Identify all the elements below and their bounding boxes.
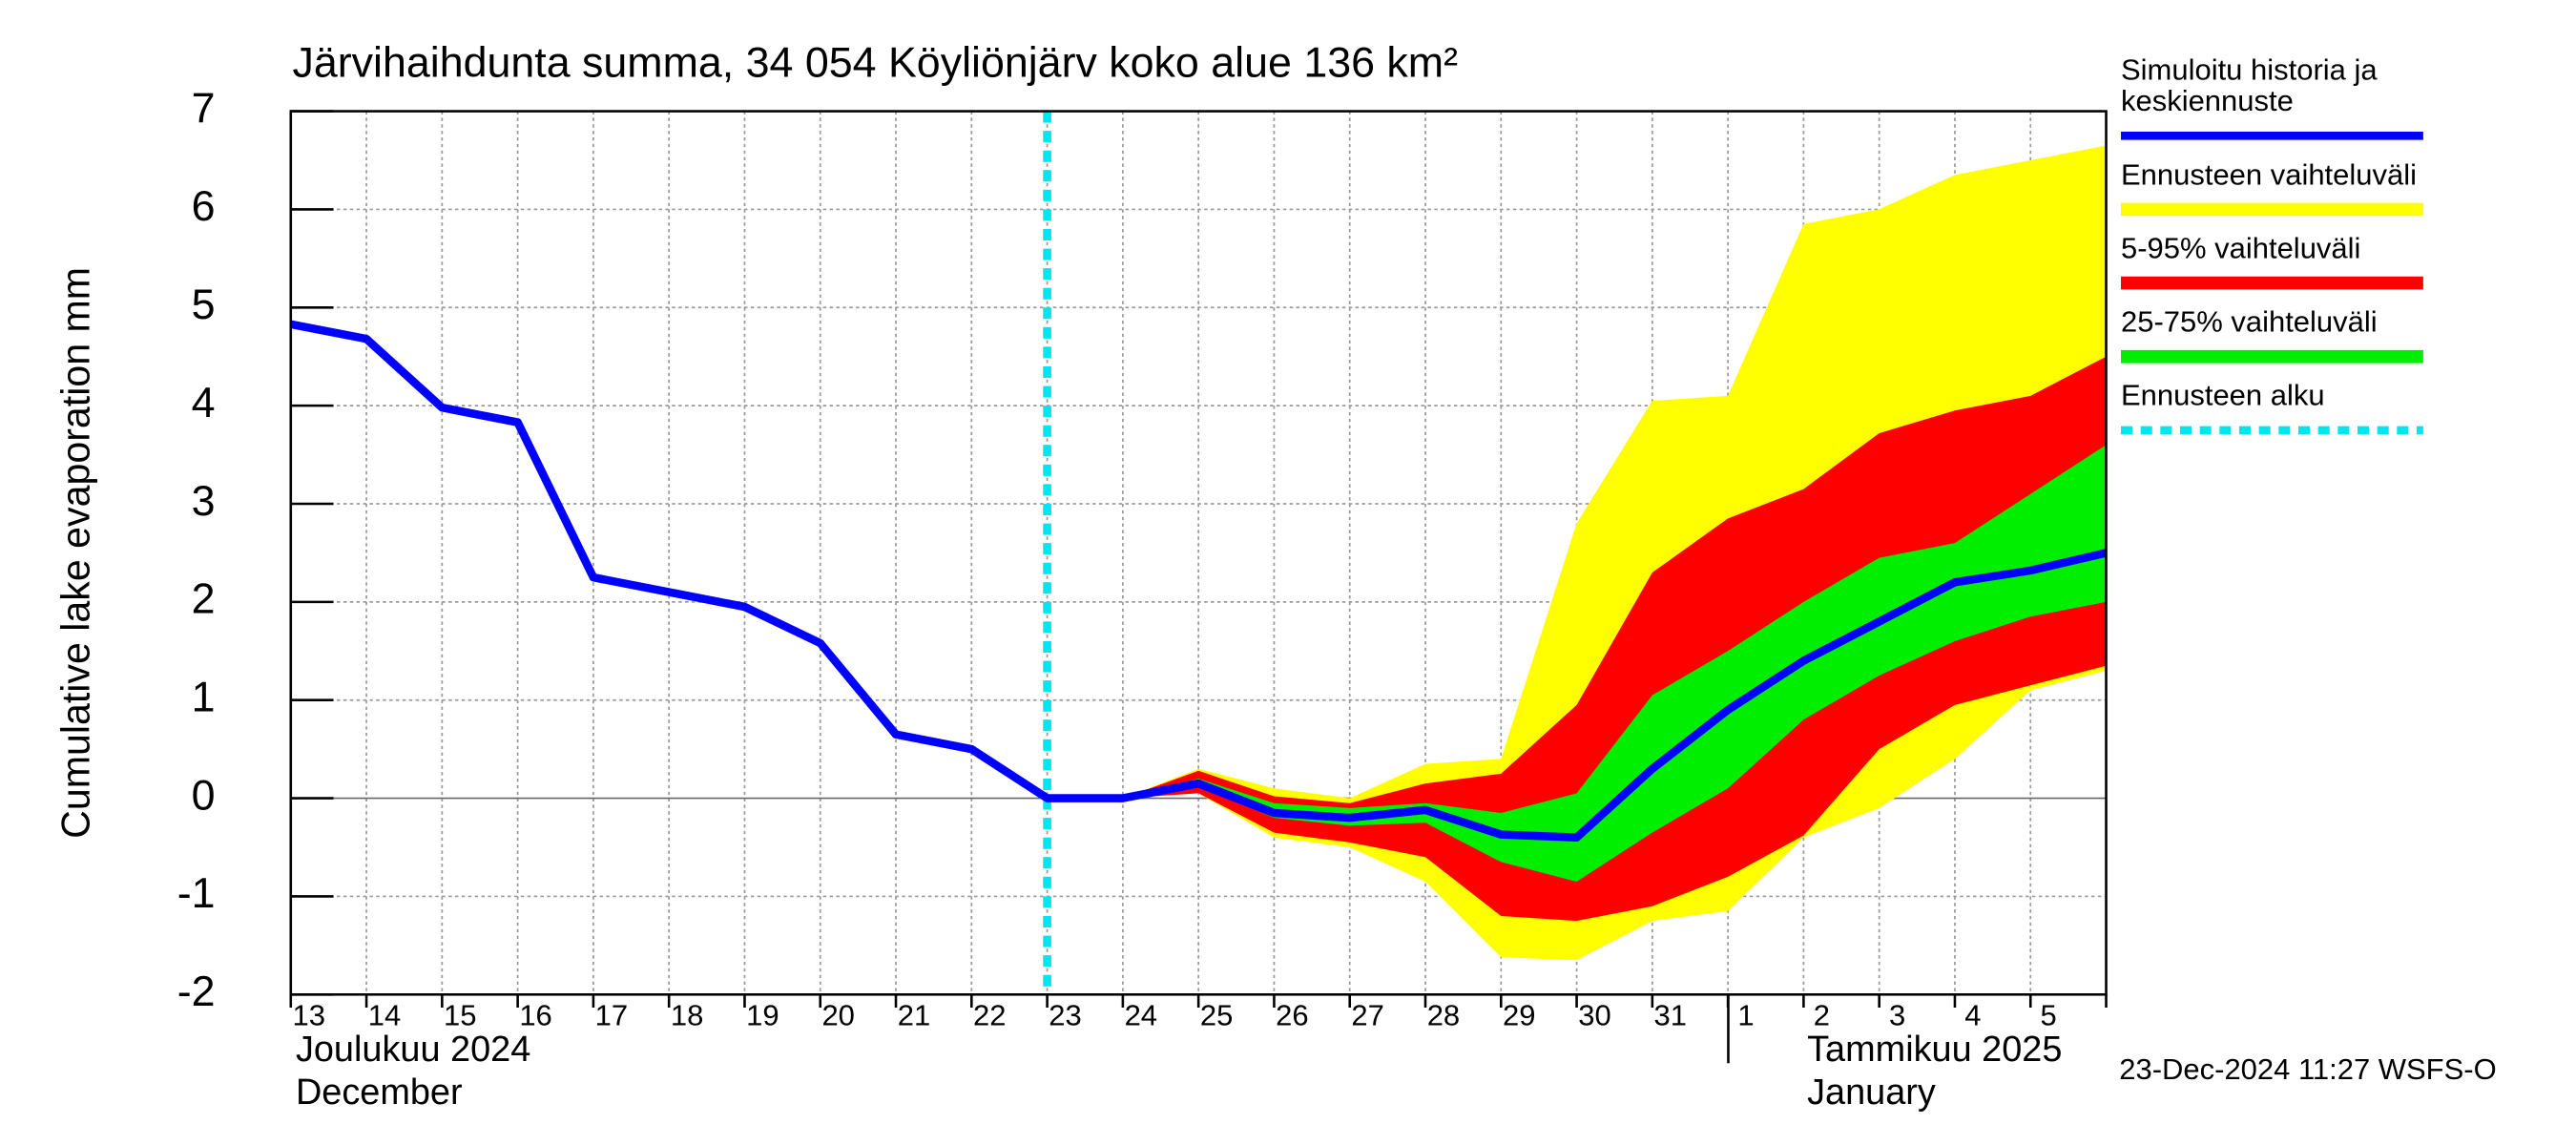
plot-frame [289,110,2108,996]
y-axis-label: Cumulative lake evaporation mm [53,267,97,839]
x-tick-label: 31 [1654,999,1687,1032]
x-tick-label: 5 [2041,999,2057,1032]
x-tick-label: 1 [1737,999,1754,1032]
band-area [1122,356,2107,922]
x-tick-label: 17 [595,999,628,1032]
y-tick-label: -2 [177,968,216,1015]
y-tick-label: 2 [192,576,216,623]
y-tick-label: 7 [192,85,216,132]
x-tick-label: 22 [973,999,1006,1032]
x-tick-label: 26 [1276,999,1308,1032]
x-tick-label: 29 [1503,999,1535,1032]
legend-label: Simuloitu historia ja keskiennuste [2121,53,2378,117]
legend-label: 5-95% vaihteluväli [2121,232,2360,265]
x-tick-label: 28 [1427,999,1460,1032]
chart-title: Järvihaihdunta summa, 34 054 Köyliönjärv… [293,39,1459,86]
timestamp: 23-Dec-2024 11:27 WSFS-O [2119,1052,2496,1086]
x-tick-label: 16 [519,999,551,1032]
y-tick-label: 0 [192,772,216,819]
x-tick-label: 24 [1125,999,1157,1032]
x-tick-label: 30 [1578,999,1610,1032]
x-tick-label: 15 [444,999,476,1032]
month-label: December [296,1072,463,1113]
y-tick-label: 4 [192,380,216,427]
legend-label: Ennusteen vaihteluväli [2121,157,2417,191]
x-tick-label: 25 [1200,999,1233,1032]
y-tick-label: -1 [177,870,216,917]
x-tick-label: 3 [1889,999,1905,1032]
month-label: Joulukuu 2024 [296,1030,530,1070]
y-tick-label: 3 [192,478,216,525]
x-tick-label: 21 [898,999,930,1032]
series-line [289,320,2108,842]
x-tick-label: 4 [1964,999,1981,1032]
x-tick-label: 19 [746,999,779,1032]
month-label: Tammikuu 2025 [1807,1030,2062,1070]
x-tick-label: 20 [821,999,854,1032]
x-tick-label: 18 [671,999,703,1032]
legend-label: Ennusteen alku [2121,379,2325,412]
band-area [1122,445,2107,882]
x-tick-label: 2 [1814,999,1830,1032]
y-tick-label: 5 [192,281,216,328]
x-tick-label: 27 [1351,999,1383,1032]
x-tick-label: 13 [292,999,324,1032]
legend-label: 25-75% vaihteluväli [2121,305,2378,339]
month-label: January [1807,1072,1936,1113]
y-tick-label: 6 [192,183,216,230]
x-tick-label: 14 [368,999,401,1032]
x-tick-label: 23 [1049,999,1081,1032]
y-tick-label: 1 [192,675,216,721]
